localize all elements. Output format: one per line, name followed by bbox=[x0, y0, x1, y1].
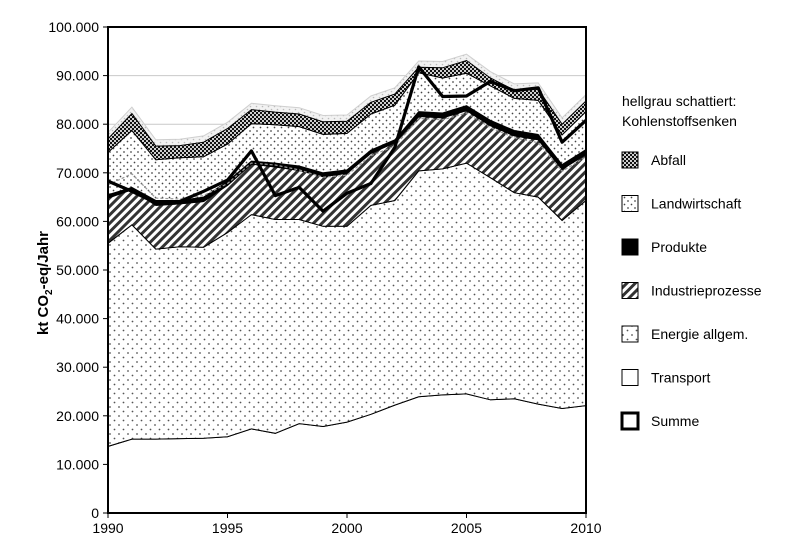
x-tick-label: 1990 bbox=[92, 520, 123, 536]
y-tick-label: 70.000 bbox=[56, 165, 99, 181]
x-tick-label: 2000 bbox=[331, 520, 362, 536]
area-layers bbox=[107, 53, 587, 514]
legend-swatch bbox=[621, 238, 639, 256]
y-axis-label-tail: -eq/Jahr bbox=[35, 231, 52, 290]
summe-line bbox=[107, 65, 588, 213]
legend-item-produkte: Produkte bbox=[621, 238, 707, 256]
legend-item-landwirtschaft: Landwirtschaft bbox=[621, 195, 741, 212]
y-axis-ticks: 0 10.000 20.000 30.000 40.000 50.000 60.000 70.… bbox=[48, 19, 108, 521]
legend-label: Summe bbox=[651, 413, 699, 429]
legend-item-transport: Transport bbox=[621, 369, 711, 386]
legend-item-industrieprozesse: Industrieprozesse bbox=[621, 282, 762, 299]
y-axis-label-main: kt CO bbox=[35, 295, 52, 335]
legend-swatch bbox=[621, 195, 639, 212]
y-tick-label: 40.000 bbox=[56, 311, 99, 327]
legend-item-summe: Summe bbox=[620, 411, 699, 431]
x-axis-ticks: 1990 1995 2000 2005 2010 bbox=[92, 513, 602, 536]
y-tick-label: 100.000 bbox=[48, 19, 99, 35]
legend-note-line2: Kohlenstoffsenken bbox=[622, 113, 737, 129]
legend-swatch bbox=[620, 411, 640, 431]
y-tick-label: 50.000 bbox=[56, 262, 99, 278]
y-tick-label: 80.000 bbox=[56, 116, 99, 132]
y-tick-label: 20.000 bbox=[56, 408, 99, 424]
x-tick-label: 2005 bbox=[451, 520, 482, 536]
legend-label: Industrieprozesse bbox=[651, 283, 762, 299]
line-layers bbox=[107, 65, 588, 213]
legend-label: Abfall bbox=[651, 152, 686, 168]
y-tick-label: 60.000 bbox=[56, 213, 99, 229]
legend: hellgrau schattiert: Kohlenstoffsenken A… bbox=[620, 93, 762, 431]
legend-swatch bbox=[621, 325, 639, 343]
legend-item-abfall: Abfall bbox=[621, 151, 686, 169]
legend-swatch bbox=[621, 282, 639, 299]
y-tick-label: 30.000 bbox=[56, 359, 99, 375]
legend-swatch bbox=[621, 369, 639, 386]
y-tick-label: 10.000 bbox=[56, 456, 99, 472]
y-axis-label-subscript: 2 bbox=[44, 289, 55, 295]
legend-label: Landwirtschaft bbox=[651, 196, 741, 212]
y-tick-label: 90.000 bbox=[56, 68, 99, 84]
legend-item-energie-allgem: Energie allgem. bbox=[621, 325, 748, 343]
x-tick-label: 2010 bbox=[570, 520, 601, 536]
x-tick-label: 1995 bbox=[212, 520, 243, 536]
legend-note-line1: hellgrau schattiert: bbox=[622, 93, 736, 109]
legend-label: Produkte bbox=[651, 239, 707, 255]
legend-label: Transport bbox=[651, 370, 711, 386]
legend-entries: Abfall Landwirtschaft Produkte Industriepro… bbox=[620, 151, 762, 431]
legend-label: Energie allgem. bbox=[651, 326, 748, 342]
legend-swatch bbox=[621, 151, 639, 169]
y-axis-label: kt CO2-eq/Jahr bbox=[35, 231, 55, 335]
y-tick-label: 0 bbox=[91, 505, 99, 521]
